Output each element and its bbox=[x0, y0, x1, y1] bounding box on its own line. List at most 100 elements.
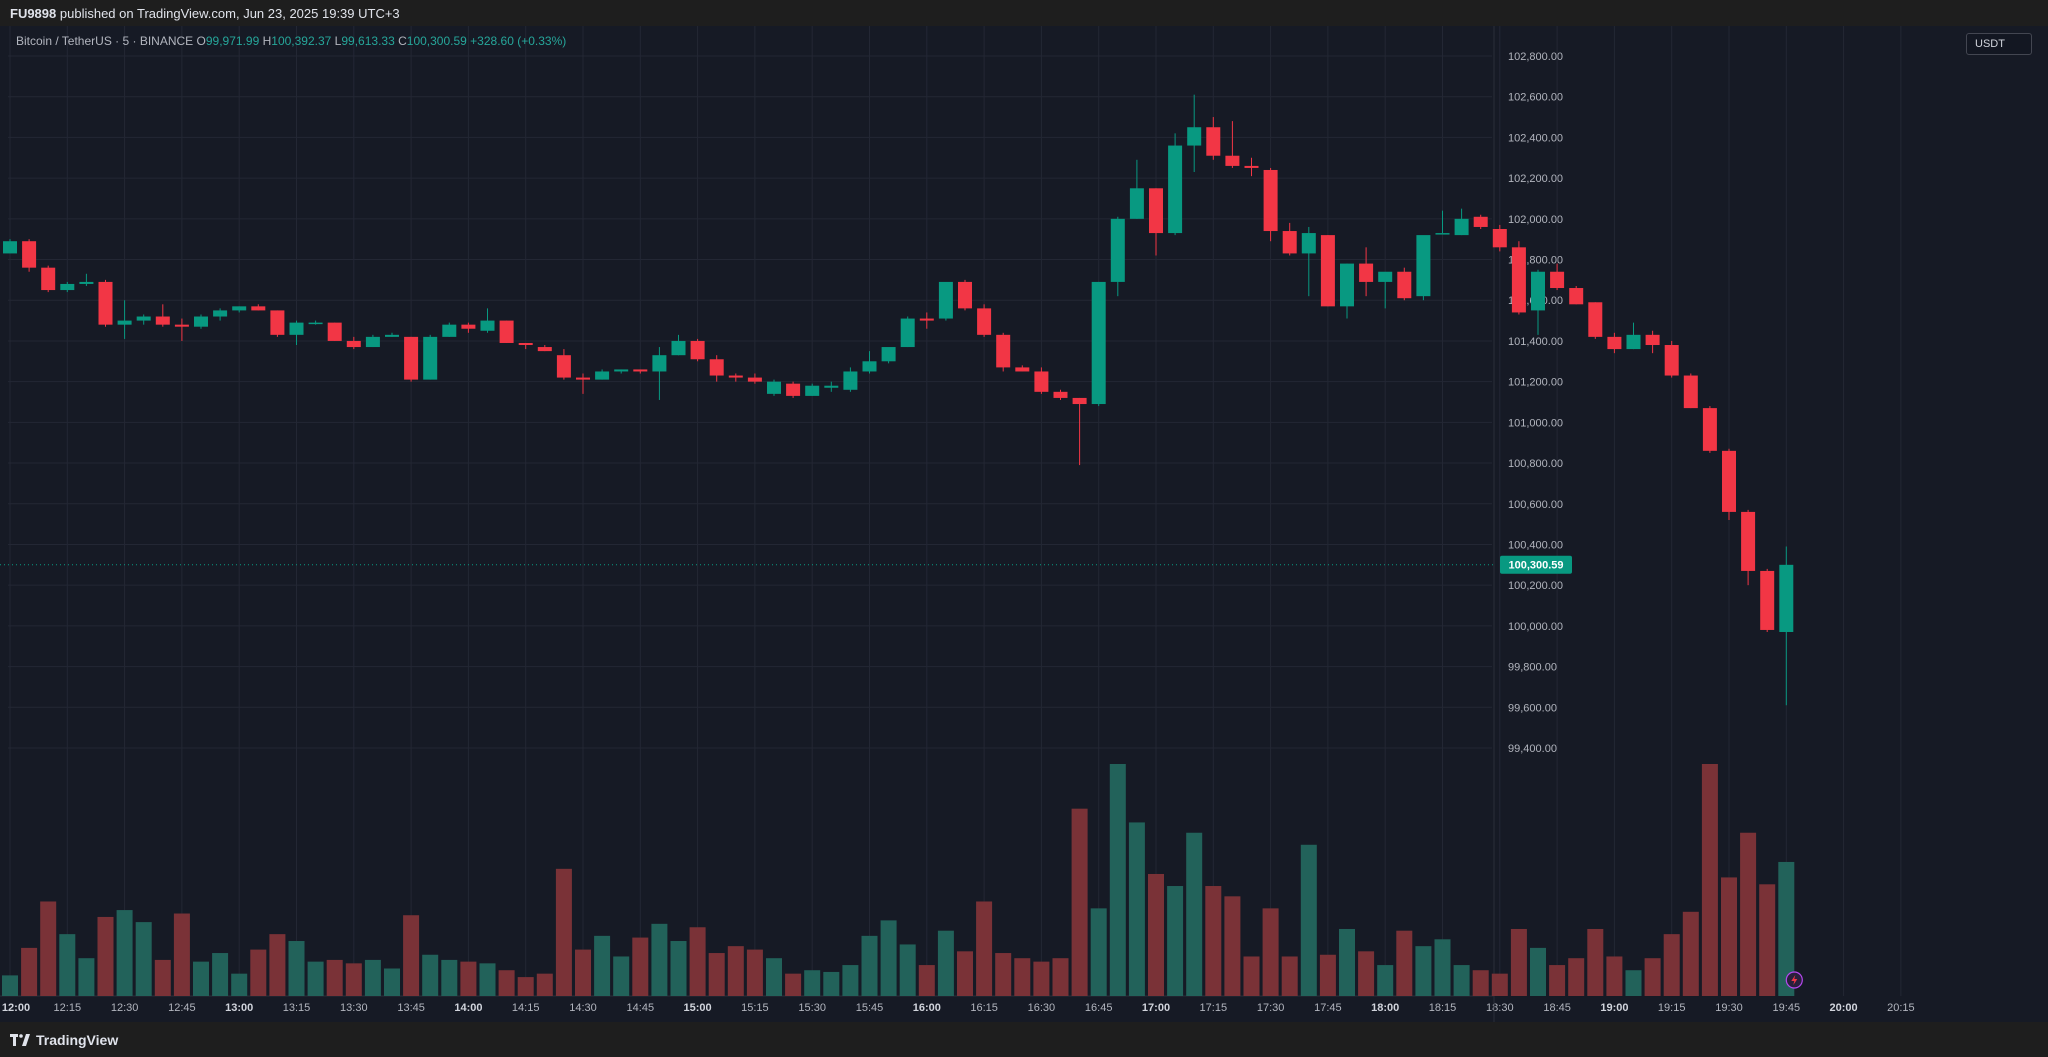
candle-up[interactable] bbox=[938, 281, 953, 319]
candle-down[interactable] bbox=[537, 347, 552, 352]
candle-down[interactable] bbox=[270, 310, 285, 335]
candle-up[interactable] bbox=[1378, 271, 1393, 282]
candle-down[interactable] bbox=[1206, 127, 1221, 156]
candle-up[interactable] bbox=[1168, 145, 1183, 234]
candle-down[interactable] bbox=[1320, 235, 1335, 307]
candle-down[interactable] bbox=[1645, 334, 1660, 346]
candle-down[interactable] bbox=[1397, 271, 1412, 299]
candle-down[interactable] bbox=[1492, 229, 1507, 248]
candle-up[interactable] bbox=[289, 322, 304, 335]
candle-down[interactable] bbox=[1511, 247, 1526, 313]
candle-down[interactable] bbox=[633, 369, 648, 372]
candle-down[interactable] bbox=[576, 377, 590, 380]
candle-up[interactable] bbox=[385, 334, 399, 337]
candle-up[interactable] bbox=[1110, 218, 1125, 282]
candle-down[interactable] bbox=[747, 377, 762, 382]
candle-up[interactable] bbox=[1340, 263, 1354, 307]
candle-down[interactable] bbox=[1263, 169, 1278, 232]
candle-up[interactable] bbox=[862, 361, 877, 372]
candle-up[interactable] bbox=[3, 241, 17, 254]
candle-down[interactable] bbox=[996, 334, 1011, 368]
candle-down[interactable] bbox=[1550, 271, 1565, 289]
candle-down[interactable] bbox=[786, 383, 801, 396]
candle-down[interactable] bbox=[1244, 165, 1259, 168]
candle-down[interactable] bbox=[1282, 231, 1297, 254]
candle-down[interactable] bbox=[690, 340, 705, 360]
candle-up[interactable] bbox=[79, 281, 94, 284]
candle-down[interactable] bbox=[1607, 336, 1622, 350]
candle-down[interactable] bbox=[709, 359, 724, 376]
candle-up[interactable] bbox=[136, 316, 151, 321]
candle-up[interactable] bbox=[1531, 271, 1545, 311]
candle-up[interactable] bbox=[652, 355, 667, 372]
candle-down[interactable] bbox=[1473, 216, 1488, 227]
symbol-title[interactable]: Bitcoin / TetherUS · 5 · BINANCE bbox=[16, 34, 194, 48]
candle-down[interactable] bbox=[1588, 302, 1603, 337]
candle-down[interactable] bbox=[499, 320, 514, 343]
candle-down[interactable] bbox=[1741, 511, 1756, 571]
author-name[interactable]: FU9898 bbox=[10, 5, 57, 21]
candle-down[interactable] bbox=[1034, 371, 1049, 392]
candle-down[interactable] bbox=[728, 375, 743, 378]
candle-up[interactable] bbox=[1626, 334, 1641, 350]
candle-down[interactable] bbox=[1359, 263, 1374, 282]
candle-up[interactable] bbox=[1779, 564, 1794, 632]
candle-up[interactable] bbox=[671, 340, 686, 356]
candle-up[interactable] bbox=[1187, 127, 1202, 146]
candle-up[interactable] bbox=[1301, 233, 1316, 254]
candle-down[interactable] bbox=[919, 318, 934, 321]
candle-down[interactable] bbox=[1149, 188, 1163, 234]
candle-down[interactable] bbox=[556, 355, 571, 378]
candle-down[interactable] bbox=[1225, 155, 1240, 166]
candle-down[interactable] bbox=[22, 241, 37, 268]
candle-down[interactable] bbox=[155, 316, 170, 325]
candle-down[interactable] bbox=[461, 324, 476, 329]
candle-up[interactable] bbox=[767, 381, 781, 394]
candle-up[interactable] bbox=[60, 283, 75, 291]
candle-up[interactable] bbox=[442, 324, 457, 337]
candle-down[interactable] bbox=[1664, 345, 1679, 376]
candle-up[interactable] bbox=[1129, 188, 1144, 219]
candle-down[interactable] bbox=[174, 324, 189, 327]
candle-up[interactable] bbox=[308, 322, 323, 325]
candle-down[interactable] bbox=[1569, 288, 1584, 305]
candle-up[interactable] bbox=[213, 310, 228, 317]
candle-up[interactable] bbox=[595, 371, 610, 380]
candle-up[interactable] bbox=[1091, 281, 1106, 405]
candle-down[interactable] bbox=[977, 308, 992, 335]
candle-up[interactable] bbox=[232, 306, 247, 311]
candle-up[interactable] bbox=[900, 318, 915, 348]
candle-up[interactable] bbox=[1454, 218, 1469, 236]
candle-down[interactable] bbox=[1072, 397, 1087, 405]
candle-down[interactable] bbox=[1760, 570, 1775, 630]
candle-down[interactable] bbox=[1722, 450, 1736, 512]
candle-down[interactable] bbox=[346, 340, 361, 348]
candle-up[interactable] bbox=[881, 347, 896, 362]
candle-up[interactable] bbox=[843, 371, 858, 390]
candle-down[interactable] bbox=[251, 306, 266, 311]
candle-down[interactable] bbox=[958, 281, 972, 309]
candle-up[interactable] bbox=[423, 336, 438, 380]
candle-up[interactable] bbox=[614, 369, 629, 372]
candle-up[interactable] bbox=[365, 336, 380, 348]
candle-up[interactable] bbox=[805, 385, 820, 396]
candle-down[interactable] bbox=[1015, 367, 1030, 372]
candle-down[interactable] bbox=[327, 322, 342, 341]
tradingview-logo[interactable]: TradingView bbox=[10, 1032, 118, 1048]
candle-up[interactable] bbox=[1435, 233, 1450, 235]
candle-up[interactable] bbox=[824, 385, 839, 388]
candle-down[interactable] bbox=[1053, 391, 1068, 398]
candle-down[interactable] bbox=[1683, 375, 1698, 409]
candle-down[interactable] bbox=[98, 281, 113, 325]
candle-down[interactable] bbox=[41, 267, 56, 291]
candle-down[interactable] bbox=[404, 336, 419, 380]
candle-up[interactable] bbox=[117, 320, 132, 325]
currency-selector[interactable]: USDT bbox=[1966, 33, 2032, 55]
candle-up[interactable] bbox=[194, 316, 208, 327]
candlestick-chart[interactable]: 102,800.00 102,600.00 102,400.00 102,200.00… bbox=[0, 26, 2048, 1022]
chart-pane[interactable]: 102,800.00 102,600.00 102,400.00 102,200.00… bbox=[0, 26, 2048, 1022]
candle-up[interactable] bbox=[480, 320, 495, 331]
candle-down[interactable] bbox=[1702, 408, 1717, 451]
candle-up[interactable] bbox=[1416, 235, 1431, 297]
candle-down[interactable] bbox=[518, 342, 533, 346]
